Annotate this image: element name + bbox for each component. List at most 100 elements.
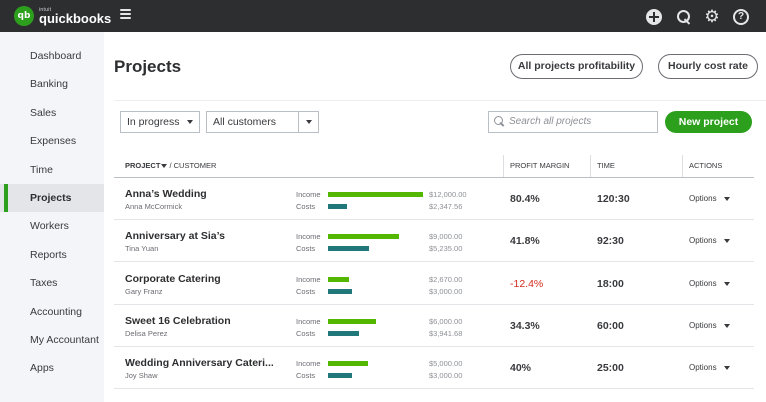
sidebar-item-accounting[interactable]: Accounting: [30, 305, 82, 318]
status-filter-value: In progress: [127, 116, 180, 128]
plus-icon[interactable]: [646, 9, 662, 25]
income-label: Income: [296, 316, 321, 326]
gear-icon[interactable]: ⚙: [704, 7, 720, 27]
income-bar: [328, 276, 349, 282]
table-row[interactable]: Sweet 16 Celebration Delisa Perez Income Co…: [114, 305, 754, 347]
income-label: Income: [296, 274, 321, 284]
search-input[interactable]: Search all projects: [488, 111, 658, 133]
column-header-time[interactable]: TIME: [597, 161, 615, 170]
chevron-down-icon: [306, 120, 312, 124]
customer-name: Anna McCormick: [125, 202, 183, 211]
all-projects-profitability-button[interactable]: All projects profitability: [510, 54, 643, 79]
project-name[interactable]: Anna’s Wedding: [125, 188, 207, 200]
logo-wordmark: quickbooks: [39, 10, 112, 26]
costs-amount: $3,941.68: [429, 328, 463, 338]
profit-margin: 80.4%: [510, 193, 540, 205]
costs-bar: [328, 204, 347, 209]
column-header-project[interactable]: PROJECT / CUSTOMER: [125, 161, 217, 170]
income-bar: [328, 192, 423, 197]
project-name[interactable]: Corporate Catering: [125, 272, 221, 285]
chevron-down-icon[interactable]: [724, 366, 730, 371]
sidebar-item-taxes[interactable]: Taxes: [30, 277, 58, 290]
sidebar-item-projects[interactable]: Projects: [0, 184, 104, 212]
income-amount: $12,000.00: [429, 190, 467, 199]
sidebar-item-time[interactable]: Time: [30, 163, 53, 176]
customer-filter-value: All customers: [213, 116, 277, 128]
help-icon[interactable]: ?: [733, 9, 749, 25]
column-header-actions: ACTIONS: [689, 161, 723, 170]
customer-name: Delisa Perez: [125, 328, 168, 338]
income-amount: $5,000.00: [429, 359, 463, 369]
project-name[interactable]: Sweet 16 Celebration: [125, 314, 231, 327]
customer-filter-select[interactable]: All customers: [206, 111, 319, 133]
options-menu[interactable]: Options: [689, 236, 717, 246]
options-menu[interactable]: Options: [689, 363, 717, 373]
table-row[interactable]: Anna’s Wedding Anna McCormick Income Costs $…: [114, 178, 754, 220]
chevron-down-icon: [187, 120, 193, 124]
costs-bar: [328, 373, 352, 379]
profit-margin: 34.3%: [510, 319, 540, 332]
table-row[interactable]: Anniversary at Sia’s Tina Yuan Income Costs…: [114, 220, 754, 263]
hourly-cost-rate-button[interactable]: Hourly cost rate: [658, 54, 758, 79]
costs-amount: $2,347.56: [429, 202, 463, 211]
costs-label: Costs: [296, 286, 316, 296]
costs-bar: [328, 330, 359, 336]
projects-panel: In progress All customers Search all pro…: [114, 100, 766, 402]
sidebar-item-my-accountant[interactable]: My Accountant: [30, 334, 99, 346]
time-value: 18:00: [597, 277, 624, 290]
project-name[interactable]: Wedding Anniversary Cateri...: [125, 357, 273, 370]
profit-margin: 41.8%: [510, 235, 540, 248]
sidebar-item-sales[interactable]: Sales: [30, 106, 57, 119]
chevron-down-icon[interactable]: [724, 197, 730, 201]
chevron-down-icon[interactable]: [724, 323, 730, 328]
column-header-profit-margin[interactable]: PROFIT MARGIN: [510, 161, 570, 170]
search-placeholder: Search all projects: [509, 116, 592, 127]
time-value: 60:00: [597, 319, 624, 332]
table-row[interactable]: Corporate Catering Gary Franz Income Costs $…: [114, 263, 754, 305]
main-content: Projects All projects profitability Hour…: [104, 32, 766, 402]
time-value: 25:00: [597, 362, 624, 375]
sidebar-item-workers[interactable]: Workers: [30, 220, 69, 233]
page-title: Projects: [114, 57, 182, 76]
qb-logo-icon: qb: [14, 6, 34, 26]
logo-intuit-text: intuit: [39, 6, 52, 13]
costs-label: Costs: [296, 202, 316, 211]
income-amount: $9,000.00: [429, 232, 463, 242]
menu-icon[interactable]: [120, 9, 131, 19]
table-row[interactable]: Wedding Anniversary Cateri... Joy Shaw Inc…: [114, 347, 754, 390]
income-amount: $6,000.00: [429, 316, 463, 326]
options-menu[interactable]: Options: [689, 320, 717, 330]
customer-name: Tina Yuan: [125, 244, 159, 254]
costs-label: Costs: [296, 371, 316, 381]
income-label: Income: [296, 190, 321, 199]
sidebar: Dashboard Banking Sales Expenses Time Project…: [0, 32, 104, 402]
sidebar-item-reports[interactable]: Reports: [30, 248, 67, 261]
top-bar: qb intuit quickbooks ⚙ ?: [0, 0, 766, 32]
sort-down-icon: [161, 163, 168, 168]
search-icon[interactable]: [676, 9, 692, 25]
chevron-down-icon[interactable]: [724, 239, 730, 244]
costs-label: Costs: [296, 244, 316, 254]
sidebar-item-banking[interactable]: Banking: [30, 78, 68, 91]
sidebar-item-dashboard[interactable]: Dashboard: [30, 50, 82, 62]
sidebar-item-expenses[interactable]: Expenses: [30, 135, 77, 148]
income-bar: [328, 318, 376, 324]
costs-amount: $5,235.00: [429, 244, 463, 254]
options-menu[interactable]: Options: [689, 194, 717, 203]
costs-bar: [328, 246, 369, 252]
chevron-down-icon[interactable]: [724, 281, 730, 286]
time-value: 120:30: [597, 193, 630, 205]
income-bar: [328, 234, 399, 240]
quickbooks-logo[interactable]: qb intuit quickbooks: [14, 6, 111, 26]
profit-margin: -12.4%: [510, 277, 544, 290]
income-label: Income: [296, 232, 321, 242]
customer-name: Gary Franz: [125, 286, 163, 296]
search-icon: [494, 116, 505, 127]
options-menu[interactable]: Options: [689, 278, 717, 288]
new-project-button[interactable]: New project: [665, 111, 752, 133]
sidebar-item-apps[interactable]: Apps: [30, 362, 54, 375]
income-amount: $2,670.00: [429, 274, 463, 284]
status-filter-select[interactable]: In progress: [120, 111, 200, 133]
project-name[interactable]: Anniversary at Sia’s: [125, 230, 225, 243]
profit-margin: 40%: [510, 362, 532, 375]
